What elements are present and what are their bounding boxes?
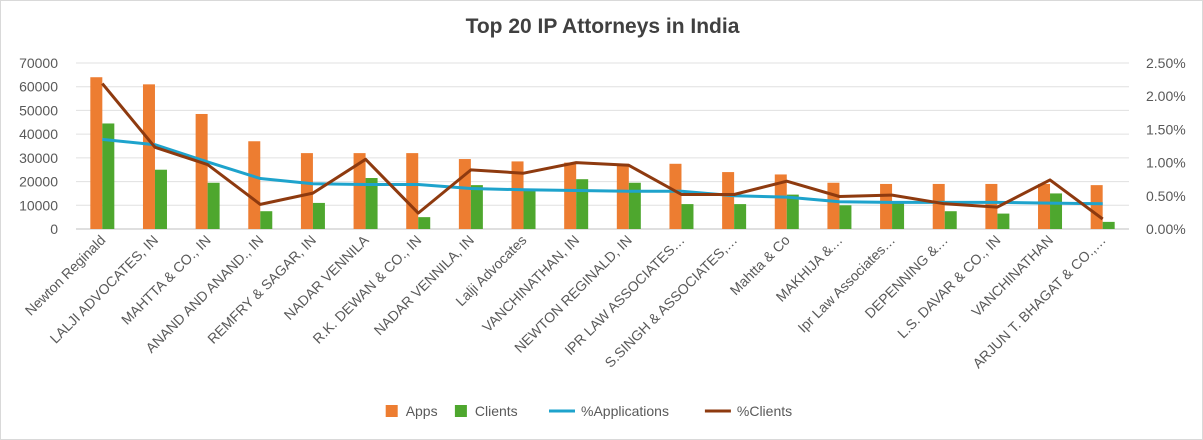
bar-apps <box>300 153 313 229</box>
legend-swatch <box>454 405 467 417</box>
bar-clients <box>418 217 431 229</box>
bar-apps <box>195 113 208 229</box>
bar-clients <box>628 182 641 229</box>
y-right-tick-label: 1.00% <box>1146 155 1186 171</box>
y-right-tick-label: 2.00% <box>1146 88 1186 104</box>
bar-apps <box>774 174 787 229</box>
legend-swatch <box>385 405 398 417</box>
bar-clients <box>260 211 273 229</box>
y-left-tick-label: 50000 <box>19 102 58 118</box>
bar-apps <box>90 77 103 229</box>
y-left-tick-label: 10000 <box>19 197 58 213</box>
bar-apps <box>669 163 682 229</box>
bar-clients <box>576 179 589 229</box>
y-left-tick-label: 0 <box>50 221 58 237</box>
bar-apps <box>1038 183 1051 229</box>
y-left-tick-label: 60000 <box>19 79 58 95</box>
bar-apps <box>353 153 366 229</box>
bar-apps <box>827 182 840 229</box>
bar-apps <box>142 84 155 229</box>
legend-label: Clients <box>475 403 518 419</box>
bar-clients <box>365 178 378 229</box>
y-left-tick-label: 70000 <box>19 55 58 71</box>
bar-clients <box>523 188 536 229</box>
bar-clients <box>786 194 799 229</box>
bar-apps <box>511 161 524 229</box>
x-tick-label: L.S. DAVAR & CO., IN <box>894 232 1003 341</box>
bar-apps <box>248 141 261 229</box>
bar-clients <box>1050 193 1063 229</box>
bar-clients <box>734 204 747 229</box>
bar-clients <box>102 123 115 229</box>
bar-clients <box>1102 221 1115 229</box>
legend-label: Apps <box>406 403 438 419</box>
bar-apps <box>880 183 893 229</box>
bar-apps <box>932 183 945 229</box>
bar-clients <box>470 185 483 229</box>
bar-clients <box>681 204 694 229</box>
bar-clients <box>154 169 167 229</box>
bar-clients <box>892 201 905 229</box>
bar-clients <box>944 211 957 229</box>
y-left-tick-label: 40000 <box>19 126 58 142</box>
line-pct-clients <box>101 82 1104 221</box>
bar-clients <box>997 213 1010 229</box>
bar-apps <box>564 162 577 229</box>
y-left-tick-label: 20000 <box>19 174 58 190</box>
x-tick-label: Ipr Law Associates… <box>794 232 898 336</box>
x-tick-label: VANCHINATHAN, IN <box>479 232 582 335</box>
bar-apps <box>1090 185 1103 229</box>
bar-apps <box>616 163 629 229</box>
chart-title: Top 20 IP Attorneys in India <box>465 15 740 38</box>
y-left-tick-label: 30000 <box>19 150 58 166</box>
legend-label: %Applications <box>581 403 669 419</box>
bar-clients <box>312 202 325 229</box>
bar-clients <box>207 182 220 229</box>
bar-apps <box>406 153 419 229</box>
y-right-tick-label: 2.50% <box>1146 55 1186 71</box>
x-tick-label: NADAR VENNILA, IN <box>371 232 477 338</box>
y-right-tick-label: 0.50% <box>1146 188 1186 204</box>
x-tick-label: MAHTTA & CO., IN <box>118 232 214 328</box>
bar-clients <box>839 205 852 229</box>
legend-label: %Clients <box>737 403 792 419</box>
y-right-tick-label: 0.00% <box>1146 221 1186 237</box>
y-right-tick-label: 1.50% <box>1146 121 1186 137</box>
bar-apps <box>722 172 735 229</box>
